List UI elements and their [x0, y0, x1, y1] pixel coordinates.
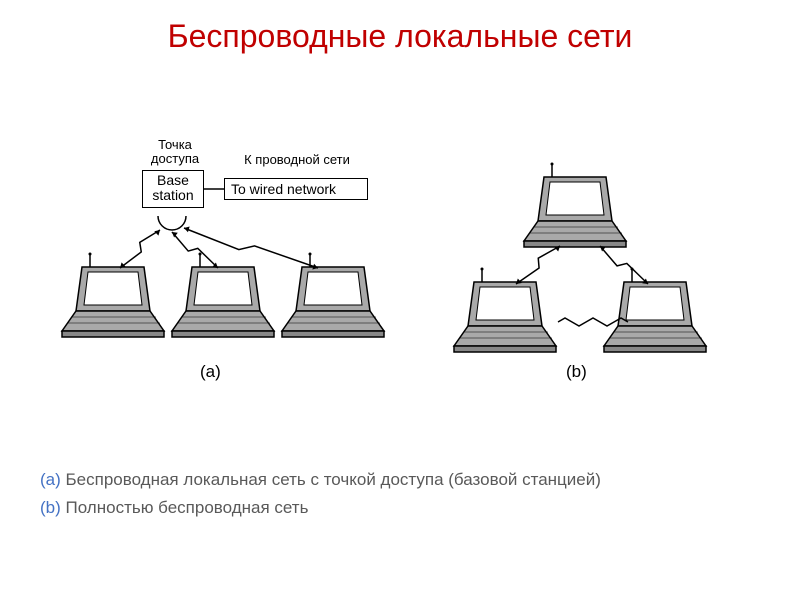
slide: Беспроводные локальные сети Точка доступ…: [0, 0, 800, 600]
annot-access-point-l2: доступа: [151, 151, 199, 166]
caption-b-lead: (b): [40, 498, 61, 517]
label-b: (b): [566, 362, 587, 382]
caption-a-lead: (a): [40, 470, 61, 489]
caption-b: (b) Полностью беспроводная сеть: [40, 498, 308, 518]
wired-network-box: To wired network: [224, 178, 368, 200]
caption-a-text: Беспроводная локальная сеть с точкой дос…: [61, 470, 601, 489]
base-station-box: Basestation: [142, 170, 204, 208]
page-title: Беспроводные локальные сети: [0, 18, 800, 55]
label-a: (a): [200, 362, 221, 382]
caption-a: (a) Беспроводная локальная сеть с точкой…: [40, 470, 601, 490]
annot-to-wired-text: К проводной сети: [244, 152, 350, 167]
caption-b-text: Полностью беспроводная сеть: [61, 498, 309, 517]
wired-network-label: To wired network: [231, 181, 336, 197]
annot-to-wired: К проводной сети: [222, 152, 372, 167]
base-station-label: Basestation: [152, 172, 193, 203]
annot-access-point-l1: Точка: [158, 137, 192, 152]
annot-access-point: Точка доступа: [140, 138, 210, 167]
